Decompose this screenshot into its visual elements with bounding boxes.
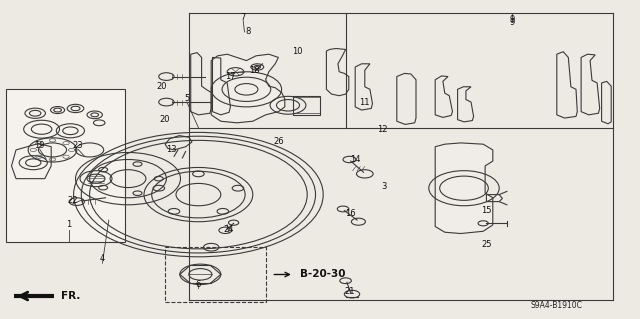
- Text: 16: 16: [346, 209, 356, 218]
- Text: 26: 26: [273, 137, 284, 146]
- Text: 3: 3: [381, 182, 387, 191]
- Text: 6: 6: [196, 280, 201, 289]
- Text: B-20-30: B-20-30: [300, 270, 346, 279]
- Text: 12: 12: [378, 125, 388, 134]
- Text: 15: 15: [481, 206, 492, 215]
- Text: 22: 22: [67, 197, 77, 205]
- Text: 10: 10: [292, 47, 303, 56]
- Polygon shape: [211, 54, 285, 123]
- Text: 17: 17: [225, 72, 236, 81]
- Text: 25: 25: [481, 240, 492, 249]
- Bar: [165, 247, 266, 302]
- Text: 13: 13: [166, 145, 177, 154]
- Bar: [293, 96, 320, 115]
- Text: 11: 11: [360, 98, 370, 107]
- Bar: [6, 89, 125, 242]
- Text: 18: 18: [250, 66, 260, 75]
- Text: 19: 19: [35, 141, 45, 150]
- Text: 20: 20: [160, 115, 170, 124]
- Text: 8: 8: [245, 27, 250, 36]
- Text: 14: 14: [350, 155, 360, 164]
- Text: 20: 20: [156, 82, 166, 91]
- Text: S9A4-B1910C: S9A4-B1910C: [531, 301, 583, 310]
- Polygon shape: [435, 143, 493, 234]
- Text: 21: 21: [344, 287, 355, 296]
- Text: 9: 9: [509, 15, 515, 24]
- Text: 1: 1: [67, 220, 72, 229]
- Text: FR.: FR.: [61, 291, 80, 301]
- Text: 5: 5: [184, 94, 189, 103]
- Text: 4: 4: [100, 254, 105, 263]
- Text: 24: 24: [224, 225, 234, 234]
- Text: 9: 9: [509, 18, 515, 27]
- Text: 7: 7: [241, 13, 246, 22]
- Text: 23: 23: [73, 141, 83, 150]
